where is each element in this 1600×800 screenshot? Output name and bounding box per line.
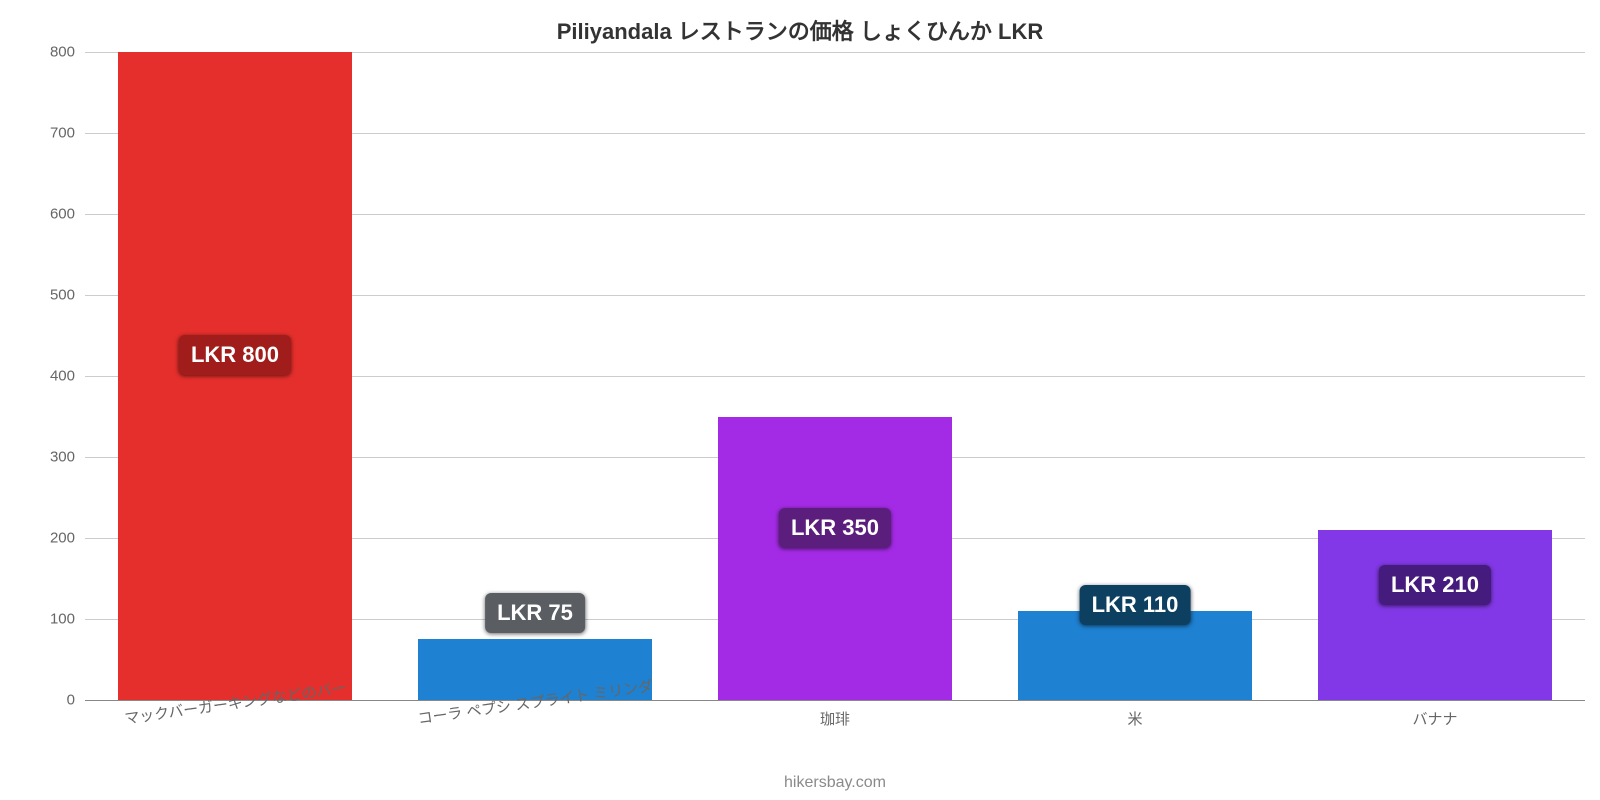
bar	[1318, 530, 1552, 700]
plot-area: 0100200300400500600700800マックバーガーキングなどのバー…	[85, 52, 1585, 700]
y-tick-label: 600	[50, 206, 85, 223]
attribution-text: hikersbay.com	[784, 774, 886, 792]
y-tick-label: 200	[50, 530, 85, 547]
x-tick-label: バナナ	[1412, 708, 1457, 729]
y-tick-label: 300	[50, 449, 85, 466]
y-tick-label: 700	[50, 125, 85, 142]
chart-title: Piliyandala レストランの価格 しょくひんか LKR	[0, 14, 1600, 46]
x-tick-label: 珈琲	[820, 708, 850, 729]
bar-value-label: LKR 110	[1080, 585, 1191, 625]
x-tick-label: 米	[1127, 708, 1142, 729]
bar	[718, 417, 952, 701]
bar-value-label: LKR 800	[179, 335, 291, 375]
bar-value-label: LKR 75	[485, 593, 585, 633]
y-tick-label: 400	[50, 368, 85, 385]
y-tick-label: 100	[50, 611, 85, 628]
bar-value-label: LKR 210	[1379, 565, 1491, 605]
y-tick-label: 800	[50, 44, 85, 61]
y-tick-label: 0	[67, 692, 85, 709]
price-bar-chart: Piliyandala レストランの価格 しょくひんか LKR 01002003…	[0, 0, 1600, 800]
bar-value-label: LKR 350	[779, 508, 891, 548]
bar	[118, 52, 352, 700]
y-tick-label: 500	[50, 287, 85, 304]
